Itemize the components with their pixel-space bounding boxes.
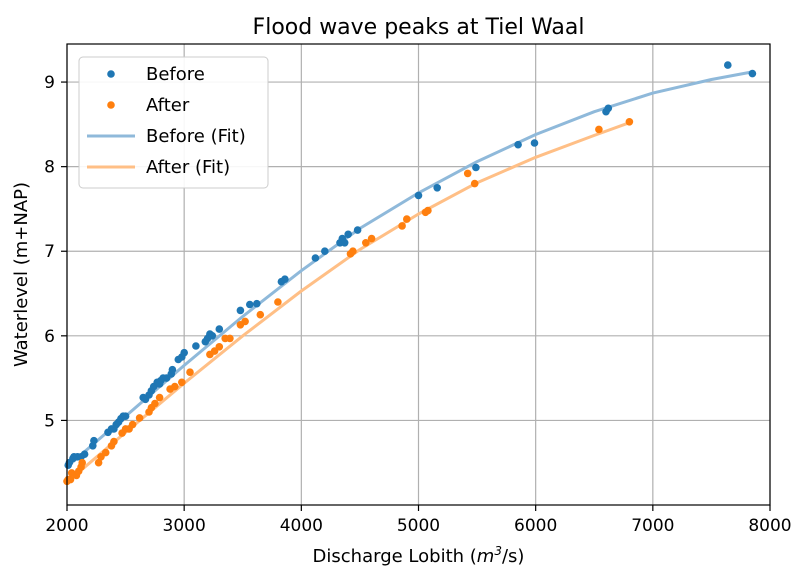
data-point [463,169,472,178]
legend: Before After Before (Fit) After (Fit) [78,56,269,189]
data-point [256,310,265,319]
legend-entry: After [107,95,190,116]
fit-line [65,121,631,484]
data-point [748,69,757,78]
scatter-series [63,118,634,486]
legend-label: Before (Fit) [146,126,246,147]
data-point [226,334,234,343]
legend-marker [107,101,115,109]
axis-ticks: 2000 3000 4000 5000 6000 7000 8000 5 6 7 8 9 [44,73,791,536]
data-point [80,450,89,459]
legend-entry: Before [107,64,205,85]
data-point [470,179,479,188]
x-axis-label-exponent: 3 [494,544,502,558]
data-point [604,104,613,113]
data-point [178,378,186,387]
data-point [110,437,118,446]
data-point [90,436,98,445]
x-tick-label: 2000 [45,516,88,536]
x-axis-label-suffix: /s) [502,546,524,567]
data-point [135,414,144,422]
data-point [398,222,406,230]
data-point [274,298,282,306]
y-tick-label: 6 [44,327,55,347]
x-axis-label-prefix: Discharge Lobith ( [313,546,477,567]
y-tick-label: 8 [44,158,55,178]
data-point [236,306,245,315]
data-point [252,299,261,308]
data-point [151,399,159,408]
data-point [514,140,522,149]
x-tick-label: 6000 [514,516,557,536]
data-point [215,343,224,351]
scatter-series [64,61,757,470]
grid [66,44,771,505]
data-point [595,125,603,134]
x-tick-label: 8000 [748,516,791,536]
legend-box [78,56,269,189]
data-point [340,239,349,247]
data-point [311,254,320,262]
data-point [66,475,75,484]
data-point [424,206,432,215]
data-point [215,325,224,333]
x-axis-label-unit: m [477,546,495,567]
x-tick-label: 7000 [631,516,674,536]
data-point [362,239,370,247]
data-point [246,300,254,309]
data-point [180,348,188,357]
data-point [724,61,732,69]
data-point [281,275,289,284]
y-tick-label: 9 [44,73,55,93]
data-point [208,332,217,340]
plot-series [63,61,757,486]
data-point [241,317,249,326]
y-tick-label: 5 [44,411,55,431]
legend-label: After [146,95,190,116]
data-point [344,230,353,239]
data-point [128,420,137,429]
data-point [530,139,539,147]
legend-entry: After (Fit) [87,157,230,178]
x-tick-label: 3000 [163,516,206,536]
data-point [121,412,130,421]
data-point [414,191,423,200]
data-point [168,365,177,374]
legend-entries: Before After Before (Fit) After (Fit) [87,64,246,178]
y-axis-label: Waterlevel (m+NAP) [11,182,32,367]
y-tick-label: 7 [44,242,55,262]
legend-entry: Before (Fit) [87,126,246,147]
data-point [353,226,362,234]
data-point [171,382,179,391]
data-point [349,247,357,255]
data-point [78,458,86,467]
data-point [367,234,376,243]
data-point [186,368,194,377]
chart-title: Flood wave peaks at Tiel Waal [253,15,585,40]
data-point [192,342,200,350]
legend-marker [107,70,115,78]
data-point [403,215,411,223]
legend-label: After (Fit) [146,157,230,178]
data-point [94,458,103,467]
data-point [625,118,634,126]
data-point [101,448,110,457]
legend-label: Before [146,64,205,85]
fit-line-series [65,121,631,484]
x-tick-label: 4000 [280,516,323,536]
data-point [472,163,480,172]
data-point [155,393,164,402]
x-axis-label: Discharge Lobith (m3/s) [313,544,525,567]
x-tick-label: 5000 [397,516,440,536]
data-point [433,184,442,192]
data-point [321,247,329,255]
